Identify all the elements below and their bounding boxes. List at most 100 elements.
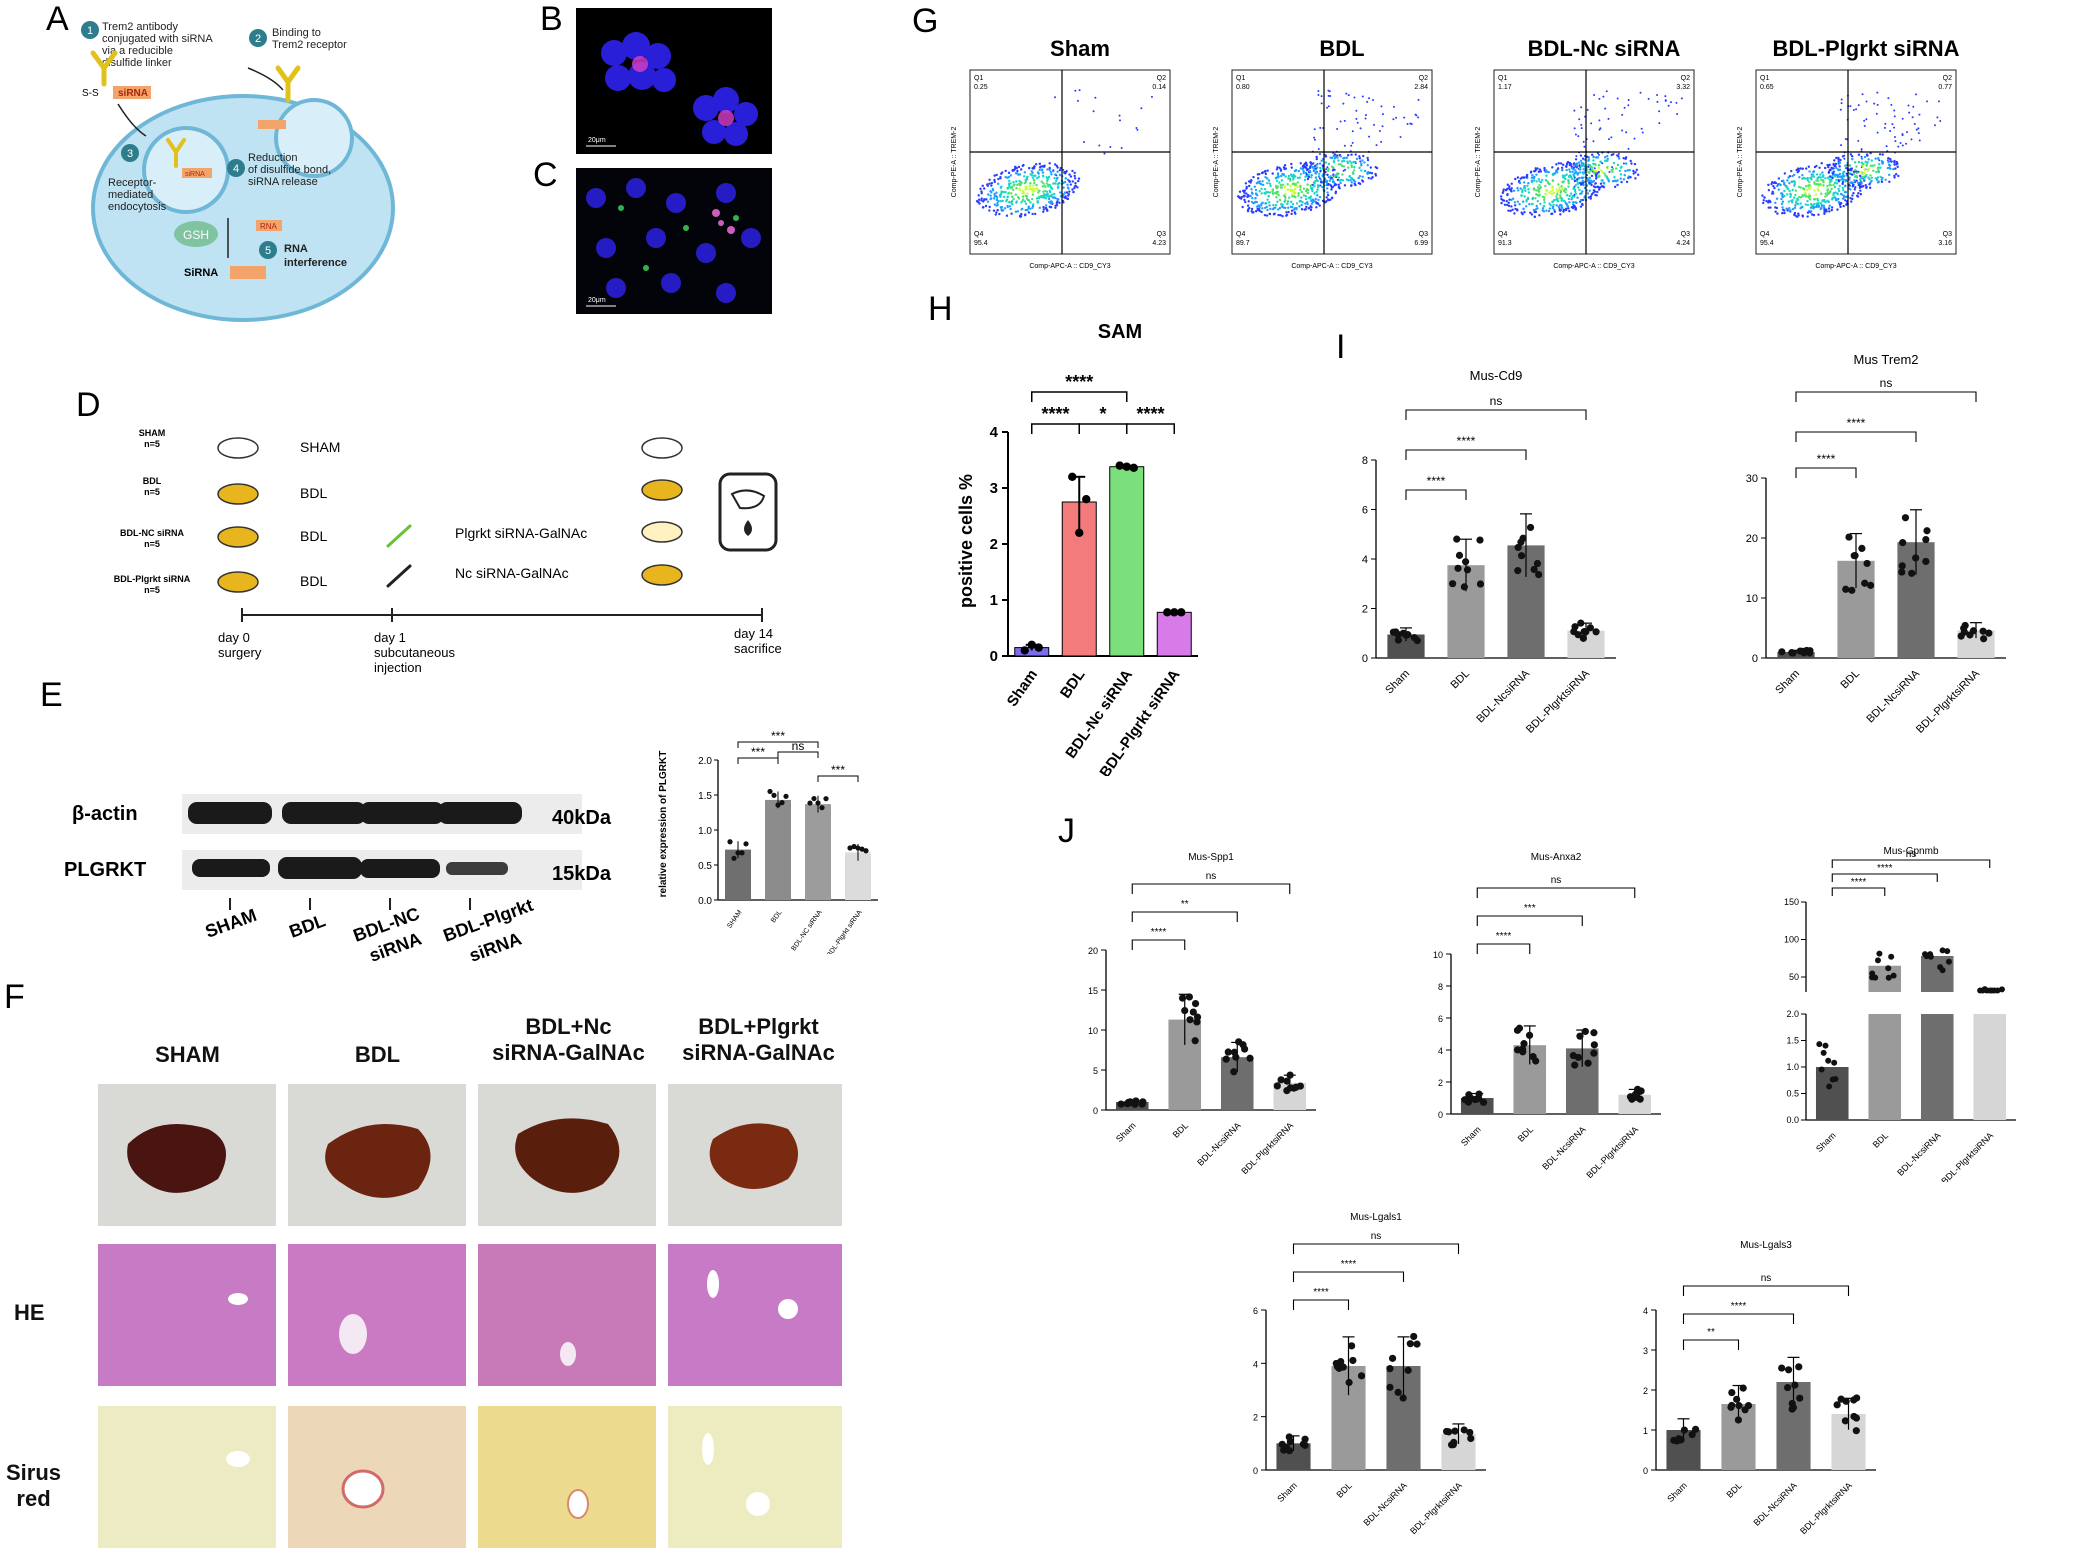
event-dot	[1616, 183, 1619, 187]
event-dot	[1590, 122, 1593, 125]
event-dot	[1510, 198, 1513, 202]
event-dot	[1598, 188, 1601, 191]
data-point	[735, 850, 741, 856]
data-point	[1027, 640, 1036, 649]
chart-e-quant: relative expression of PLGRKT0.00.51.01.…	[658, 729, 878, 954]
event-dot	[1797, 212, 1800, 215]
event-dot	[1841, 181, 1845, 184]
blot-band	[192, 859, 270, 877]
event-dot	[1529, 211, 1532, 214]
event-dot	[1274, 206, 1277, 209]
data-point	[823, 796, 829, 802]
event-dot	[1572, 201, 1575, 204]
event-dot	[1894, 167, 1897, 170]
event-dot	[1571, 170, 1574, 174]
event-dot	[1897, 174, 1900, 178]
event-dot	[1304, 161, 1308, 164]
event-dot	[1522, 207, 1525, 211]
event-dot	[1266, 208, 1269, 212]
event-dot	[1888, 166, 1891, 169]
data-point	[1476, 536, 1484, 544]
event-dot	[1573, 172, 1577, 175]
event-dot	[1762, 199, 1765, 202]
sig-label: ****	[1847, 416, 1866, 430]
data-point	[1576, 1032, 1584, 1040]
quadrant-value: 3.32	[1676, 84, 1690, 91]
event-dot	[1326, 187, 1329, 190]
y-tick-label: 1	[990, 592, 998, 609]
event-dot	[1316, 194, 1319, 197]
event-dot	[1521, 189, 1524, 193]
event-dot	[1596, 190, 1599, 194]
event-dot	[1658, 122, 1661, 125]
event-dot	[1851, 181, 1854, 184]
event-dot	[1339, 178, 1343, 182]
event-dot	[1845, 166, 1848, 170]
data-point	[1476, 580, 1485, 588]
event-dot	[1366, 158, 1370, 162]
event-dot	[1324, 155, 1328, 158]
event-dot	[1350, 164, 1353, 167]
event-dot	[1136, 128, 1139, 131]
event-dot	[1891, 123, 1894, 126]
x-tick-label: BDL-NcsiRNA	[1474, 667, 1532, 725]
event-dot	[1047, 197, 1051, 201]
y-tick-label: 0.5	[698, 861, 712, 872]
event-dot	[1664, 99, 1667, 102]
data-point	[1357, 1372, 1366, 1380]
event-dot	[1278, 181, 1281, 184]
x-tick-label: Sham	[1004, 667, 1041, 710]
event-dot	[1797, 169, 1800, 173]
event-dot	[1539, 180, 1543, 184]
event-dot	[1598, 119, 1601, 122]
event-dot	[1054, 96, 1057, 99]
sig-bracket	[1405, 449, 1527, 460]
event-dot	[1817, 213, 1820, 216]
event-dot	[1590, 193, 1594, 196]
event-dot	[1366, 156, 1369, 160]
data-point	[1841, 1417, 1849, 1425]
event-dot	[1048, 168, 1051, 172]
event-dot	[1775, 197, 1779, 200]
event-dot	[1350, 153, 1353, 156]
event-dot	[1250, 209, 1253, 213]
event-dot	[1523, 195, 1526, 198]
event-dot	[1353, 182, 1356, 186]
event-dot	[1551, 179, 1555, 182]
event-dot	[1518, 181, 1522, 185]
event-dot	[1252, 175, 1255, 179]
event-dot	[1030, 174, 1034, 177]
quadrant-name: Q3	[1681, 231, 1690, 238]
mouse-icon	[641, 479, 683, 501]
data-point	[1181, 1006, 1189, 1015]
sirna-tag-label: siRNA	[118, 88, 148, 99]
sig-label: **	[1707, 1327, 1715, 1338]
chart-title: Mus-Lgals3	[1740, 1240, 1792, 1251]
event-dot	[1318, 152, 1321, 155]
event-dot	[1318, 172, 1321, 176]
event-dot	[1596, 185, 1599, 189]
x-tick-label: Sham	[1773, 668, 1802, 697]
event-dot	[1824, 176, 1827, 180]
event-dot	[1311, 200, 1315, 204]
event-dot	[1304, 197, 1308, 201]
liver-blood-icon	[718, 472, 778, 552]
event-dot	[1033, 178, 1036, 182]
event-dot	[1865, 100, 1868, 103]
event-dot	[1893, 109, 1896, 112]
data-point	[1922, 535, 1930, 544]
event-dot	[1906, 131, 1909, 134]
event-dot	[1830, 206, 1834, 209]
x-tick-label: Sham	[1665, 1480, 1689, 1504]
event-dot	[1285, 211, 1288, 214]
event-dot	[1010, 200, 1014, 203]
mouse-icon	[217, 437, 259, 459]
event-dot	[1841, 177, 1844, 180]
sig-bracket	[1131, 939, 1186, 950]
drug-label: Plgrkt siRNA-GalNAc	[455, 525, 587, 541]
event-dot	[1841, 155, 1845, 158]
event-dot	[1071, 169, 1074, 173]
event-dot	[1378, 130, 1381, 133]
sig-label: ****	[1313, 1287, 1329, 1298]
data-point	[1283, 1077, 1291, 1085]
